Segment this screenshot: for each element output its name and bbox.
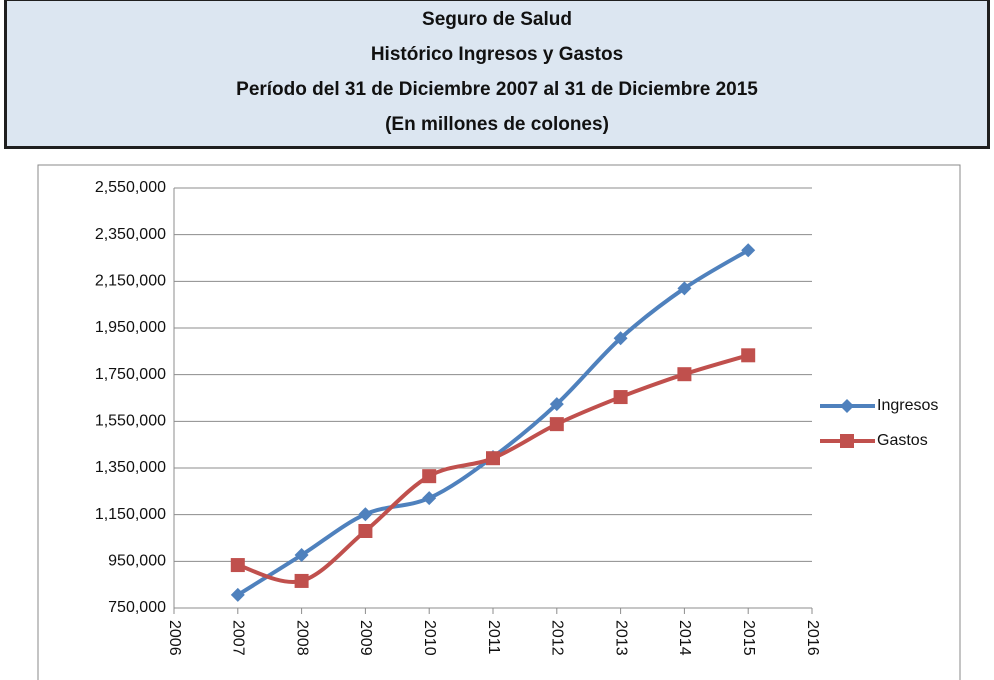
marker [549, 417, 564, 432]
marker [741, 243, 756, 258]
header-line: Período del 31 de Diciembre 2007 al 31 d… [236, 79, 758, 100]
x-tick-label: 2010 [421, 620, 438, 656]
y-tick-label: 1,550,000 [95, 413, 166, 430]
y-tick-label: 950,000 [108, 553, 166, 570]
marker [741, 348, 756, 363]
legend-label: Ingresos [877, 397, 938, 414]
y-tick-label: 1,150,000 [95, 506, 166, 523]
x-tick-label: 2009 [357, 620, 374, 656]
marker [422, 469, 437, 484]
header-line: (En millones de colones) [385, 114, 609, 135]
legend-marker [840, 434, 854, 448]
x-tick-label: 2015 [740, 620, 757, 656]
y-tick-label: 1,350,000 [95, 459, 166, 476]
header: Seguro de Salud Histórico Ingresos y Gas… [4, 0, 990, 149]
marker [486, 451, 500, 466]
marker [613, 390, 628, 405]
x-tick-label: 2013 [612, 620, 629, 656]
y-tick-label: 1,750,000 [95, 366, 166, 383]
marker [358, 507, 373, 522]
x-tick-label: 2016 [804, 620, 821, 656]
marker [677, 367, 692, 382]
header-line: Seguro de Salud [422, 9, 572, 30]
legend-marker [840, 399, 854, 413]
header-line: Histórico Ingresos y Gastos [370, 44, 624, 65]
y-tick-label: 2,550,000 [95, 179, 166, 196]
y-tick-label: 2,350,000 [95, 226, 166, 243]
marker [549, 397, 564, 412]
marker [294, 573, 309, 588]
marker [230, 558, 245, 573]
x-tick-label: 2014 [676, 620, 693, 656]
marker [422, 491, 437, 506]
y-tick-label: 750,000 [108, 599, 166, 616]
x-tick-label: 2011 [485, 620, 502, 655]
marker [358, 524, 373, 538]
x-tick-label: 2006 [166, 620, 183, 656]
marker [294, 548, 309, 563]
x-tick-label: 2007 [230, 620, 247, 656]
y-tick-label: 1,950,000 [95, 319, 166, 336]
marker [677, 281, 692, 296]
marker [230, 587, 245, 602]
marker [613, 331, 628, 346]
x-tick-label: 2012 [549, 620, 566, 656]
x-tick-label: 2008 [293, 620, 310, 656]
chart-frame [37, 164, 961, 680]
y-tick-label: 2,150,000 [95, 273, 166, 290]
legend-label: Gastos [877, 432, 928, 449]
